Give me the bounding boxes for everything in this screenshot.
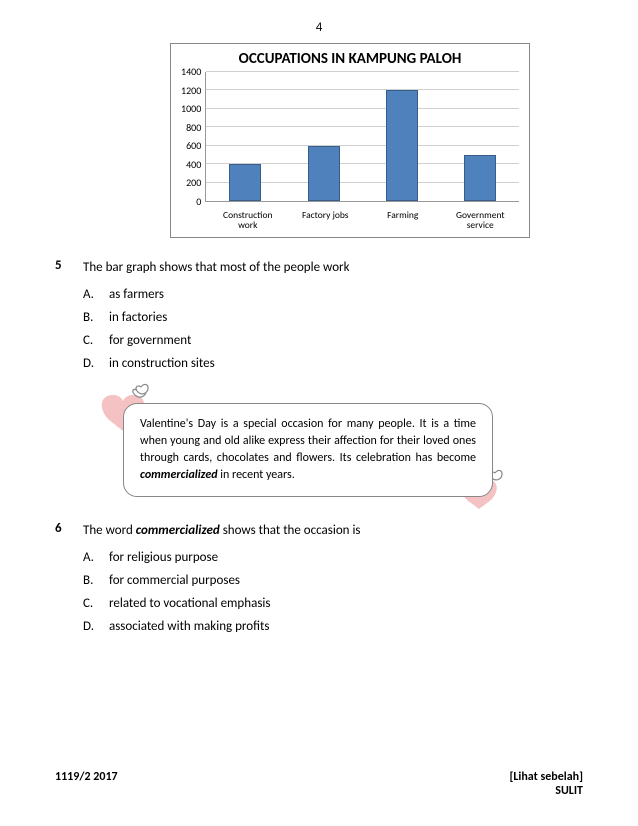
bar (229, 164, 261, 201)
choice-d: D.associated with making profits (83, 619, 583, 634)
choice-b: B.for commercial purposes (83, 573, 583, 588)
page-number: 4 (55, 20, 583, 35)
y-axis-labels: 1400 1200 1000 800 600 400 200 0 (181, 67, 205, 207)
question-text: The bar graph shows that most of the peo… (83, 258, 350, 278)
question-5: 5 The bar graph shows that most of the p… (55, 258, 583, 278)
question-text: The word commercialized shows that the o… (83, 521, 361, 541)
footer-left: 1119/2 2017 (55, 770, 118, 798)
bar (308, 146, 340, 201)
passage-container: Valentine's Day is a special occasion fo… (123, 403, 493, 496)
choice-c: C.related to vocational emphasis (83, 596, 583, 611)
bar-chart: OCCUPATIONS IN KAMPUNG PALOH 1400 1200 1… (170, 43, 530, 238)
passage-text: Valentine's Day is a special occasion fo… (123, 403, 493, 496)
choice-b: B.in factories (83, 310, 583, 325)
question-number: 6 (55, 521, 83, 541)
choice-a: A.for religious purpose (83, 550, 583, 565)
q5-choices: A.as farmers B.in factories C.for govern… (83, 287, 583, 371)
choice-c: C.for government (83, 333, 583, 348)
bar (464, 155, 496, 201)
question-6: 6 The word commercialized shows that the… (55, 521, 583, 541)
bar (386, 90, 418, 201)
choice-d: D.in construction sites (83, 356, 583, 371)
footer: 1119/2 2017 [Lihat sebelah] SULIT (55, 770, 583, 798)
q6-choices: A.for religious purpose B.for commercial… (83, 550, 583, 634)
choice-a: A.as farmers (83, 287, 583, 302)
plot-area (205, 72, 519, 202)
x-axis-labels: Construction work Factory jobs Farming G… (209, 210, 519, 231)
chart-title: OCCUPATIONS IN KAMPUNG PALOH (181, 50, 519, 68)
footer-right: [Lihat sebelah] SULIT (509, 770, 583, 798)
question-number: 5 (55, 258, 83, 278)
